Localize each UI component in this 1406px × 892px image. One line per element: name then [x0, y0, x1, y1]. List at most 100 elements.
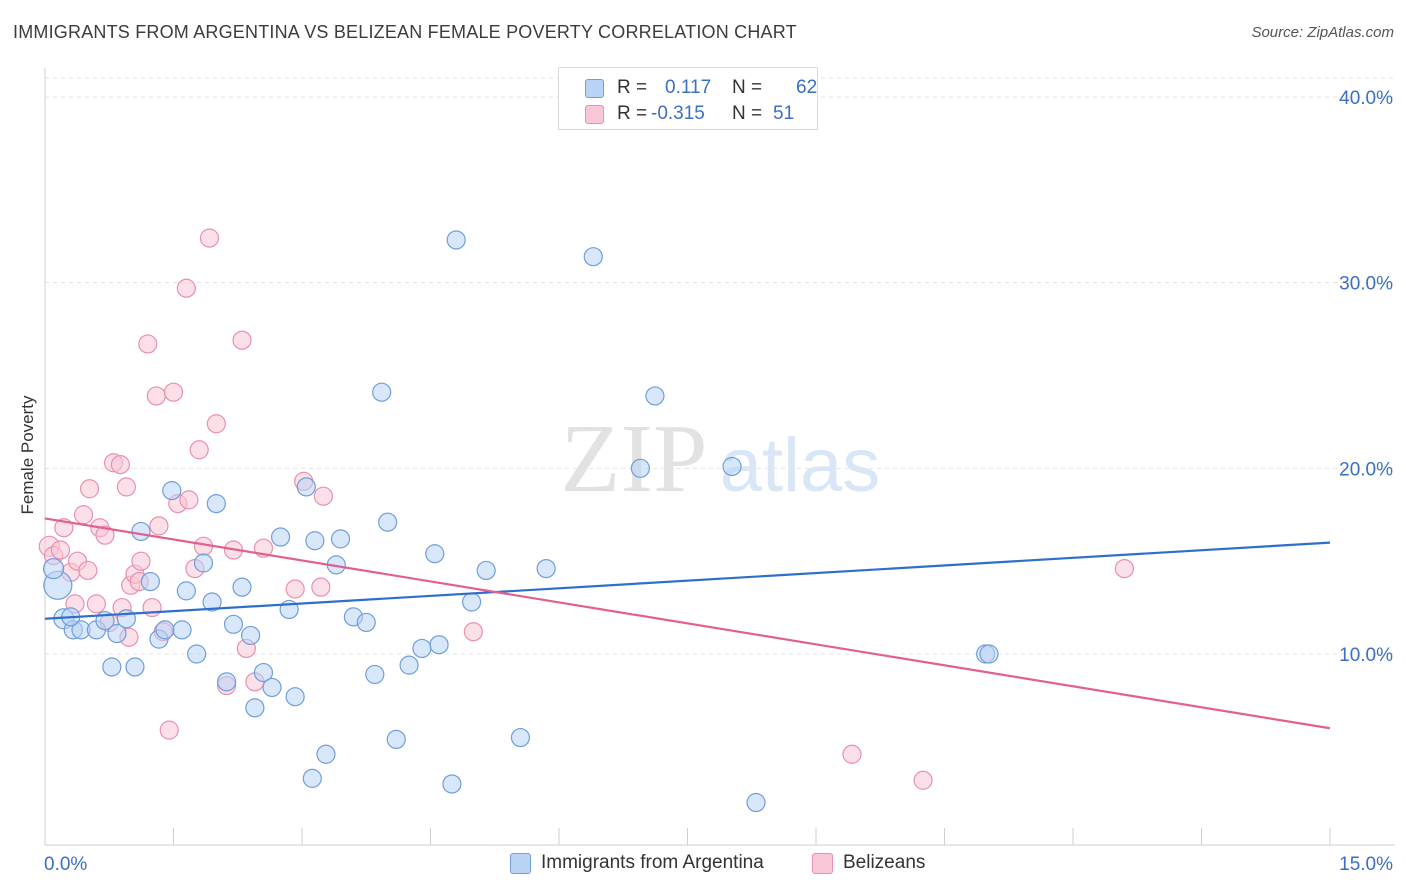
argentina-point: [330, 529, 351, 549]
belizeans-point: [311, 577, 331, 597]
argentina-point: [378, 512, 398, 532]
argentina-point: [365, 664, 385, 685]
belizeans-point: [116, 477, 136, 497]
argentina-point: [162, 481, 182, 501]
belizeans-trend-line: [44, 517, 1331, 730]
grid-lines: [45, 77, 1395, 655]
belizeans-point: [463, 622, 483, 642]
belizeans-point: [285, 579, 305, 599]
legend-label: Immigrants from Argentina: [541, 852, 764, 873]
argentina-point: [206, 494, 226, 514]
argentina-point: [270, 527, 291, 547]
legend-n-value: 62: [796, 77, 818, 98]
argentina-point: [462, 592, 482, 612]
argentina-point: [202, 592, 222, 612]
argentina-point: [253, 662, 274, 683]
y-tick-label: 10.0%: [1339, 645, 1393, 666]
legend-n-label: N =: [732, 103, 763, 124]
x-tick-label: 0.0%: [44, 854, 87, 875]
argentina-point: [429, 635, 449, 655]
y-tick-label: 20.0%: [1339, 459, 1393, 480]
belizeans-point: [206, 414, 226, 434]
argentina-point: [241, 625, 261, 646]
belizeans-point: [179, 490, 199, 510]
argentina-point: [630, 458, 650, 478]
argentina-point: [412, 638, 432, 659]
argentina-point: [155, 620, 175, 640]
argentina-point: [42, 557, 65, 580]
legend-r-label: R =: [617, 77, 648, 98]
argentina-trend-line: [44, 541, 1331, 620]
argentina-point: [510, 727, 531, 748]
argentina-point: [102, 657, 122, 677]
belizeans-point: [159, 720, 179, 740]
trend-lines: [44, 517, 1331, 730]
argentina-point: [107, 623, 127, 644]
belizeans-point: [176, 278, 196, 298]
argentina-point: [232, 577, 252, 597]
tick-labels: 10.0% 20.0% 30.0% 40.0% 0.0% 15.0%: [44, 88, 1393, 875]
argentina-point: [979, 644, 999, 664]
argentina-point: [193, 553, 214, 573]
belizeans-point: [73, 505, 94, 525]
legend-r-value: -0.315: [651, 103, 705, 124]
argentina-point: [172, 620, 192, 640]
argentina-point: [187, 644, 207, 664]
belizeans-point: [163, 382, 184, 402]
legend-swatch-pink: [812, 853, 833, 874]
argentina-point: [583, 247, 603, 267]
legend-label: Belizeans: [843, 852, 926, 873]
argentina-point: [245, 698, 265, 718]
argentina-point: [645, 386, 665, 406]
watermark: ZIP atlas: [561, 405, 881, 513]
belizeans-point: [842, 744, 862, 764]
correlation-legend: R = 0.117 N = 62 R = -0.315 N = 51: [558, 67, 818, 130]
legend-r-label: R =: [617, 103, 648, 124]
belizeans-point: [50, 540, 71, 560]
argentina-point: [446, 230, 466, 250]
argentina-point: [372, 382, 392, 402]
argentina-point: [386, 729, 406, 750]
belizeans-point: [232, 330, 252, 350]
argentina-point: [217, 672, 237, 692]
belizeans-point: [131, 551, 151, 571]
argentina-point: [262, 677, 282, 698]
axes: [44, 68, 1395, 846]
belizeans-point: [138, 334, 158, 354]
belizeans-point: [146, 386, 166, 406]
y-tick-label: 40.0%: [1339, 88, 1393, 109]
argentina-point: [399, 655, 419, 675]
belizeans-point: [79, 479, 100, 499]
argentina-point: [356, 612, 376, 633]
belizeans-point: [313, 486, 334, 506]
argentina-point: [722, 456, 742, 477]
argentina-point: [746, 792, 766, 813]
argentina-points: [42, 230, 999, 813]
argentina-point: [176, 581, 196, 601]
x-tick-label: 15.0%: [1339, 854, 1393, 875]
argentina-point: [316, 744, 336, 764]
argentina-point: [285, 687, 305, 707]
source-label: Source: ZipAtlas.com: [1251, 24, 1394, 41]
legend-swatch-pink: [585, 105, 604, 124]
legend-n-value: 51: [773, 103, 795, 124]
argentina-point: [442, 774, 462, 794]
argentina-point: [296, 477, 316, 497]
argentina-point: [536, 558, 556, 579]
argentina-point: [223, 614, 244, 634]
belizeans-point: [189, 440, 209, 460]
argentina-point: [425, 544, 445, 564]
argentina-point: [140, 571, 160, 592]
argentina-point: [131, 521, 151, 542]
legend-swatch-blue: [585, 79, 604, 98]
belizeans-point: [149, 516, 169, 536]
argentina-point: [305, 531, 325, 551]
belizeans-point: [913, 770, 933, 790]
legend-r-value: 0.117: [665, 77, 712, 98]
belizeans-point: [78, 560, 98, 581]
argentina-point: [302, 768, 322, 788]
legend-swatch-blue: [510, 853, 531, 874]
belizeans-point: [95, 525, 115, 545]
belizeans-point: [110, 455, 130, 475]
belizeans-point: [86, 594, 107, 614]
